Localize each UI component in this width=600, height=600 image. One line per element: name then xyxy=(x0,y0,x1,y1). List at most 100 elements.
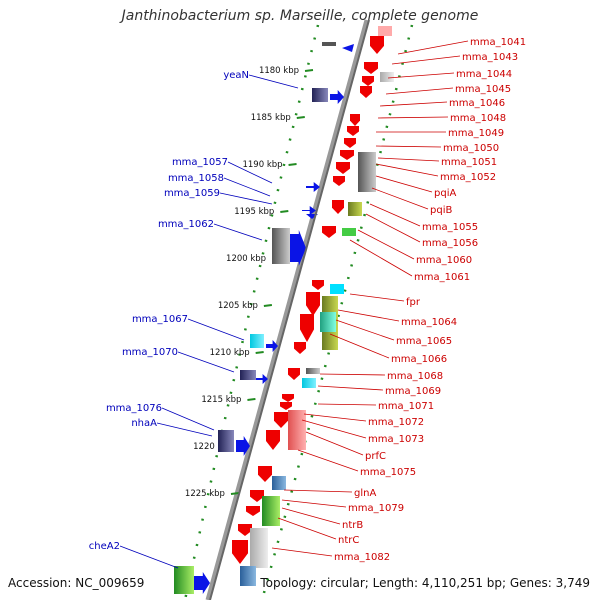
reverse-gene-box xyxy=(288,410,306,450)
forward-label-leader xyxy=(177,351,235,373)
reverse-gene-arrow xyxy=(350,114,360,126)
axis-tick-mark xyxy=(247,398,256,401)
reverse-label-leader xyxy=(283,489,353,493)
reverse-label-leader xyxy=(277,517,337,540)
reverse-label-leader xyxy=(281,507,341,525)
reverse-gene-box xyxy=(342,228,356,236)
forward-gene-arrow xyxy=(330,90,344,104)
topology-label: Topology: circular; Length: 4,110,251 bp… xyxy=(260,576,590,590)
reverse-gene-label: mma_1073 xyxy=(368,434,424,445)
reverse-gene-arrow xyxy=(344,138,356,148)
reverse-gene-label: mma_1045 xyxy=(455,84,511,95)
reverse-label-leader xyxy=(349,293,405,302)
reverse-gene-label: mma_1052 xyxy=(440,172,496,183)
reverse-label-leader xyxy=(271,547,333,557)
reverse-gene-box xyxy=(358,152,376,192)
reverse-gene-arrow xyxy=(362,76,374,86)
reverse-gene-label: mma_1051 xyxy=(441,157,497,168)
reverse-gene-label: mma_1044 xyxy=(456,69,512,80)
axis-tick-label: 1180 kbp xyxy=(259,66,299,76)
forward-gene-arrow xyxy=(342,44,354,52)
forward-gene-label: mma_1057 xyxy=(172,157,228,168)
reverse-gene-arrow xyxy=(333,176,345,186)
reverse-label-leader xyxy=(281,499,347,508)
reverse-gene-arrow xyxy=(347,126,359,136)
reverse-gene-label: prfC xyxy=(365,451,386,462)
reverse-gene-arrow xyxy=(340,150,354,160)
reverse-gene-box xyxy=(380,72,394,82)
axis-tick-label: 1210 kbp xyxy=(210,348,250,358)
forward-label-leader xyxy=(219,192,273,205)
reverse-label-leader xyxy=(317,385,384,391)
reverse-track-dots xyxy=(260,24,414,600)
reverse-label-leader xyxy=(297,449,359,472)
reverse-gene-arrow xyxy=(258,466,272,482)
forward-gene-box xyxy=(312,88,328,102)
forward-label-leader xyxy=(248,74,299,89)
reverse-label-leader xyxy=(385,87,454,95)
reverse-gene-label: mma_1072 xyxy=(368,417,424,428)
reverse-label-leader xyxy=(391,55,461,65)
axis-tick-label: 1200 kbp xyxy=(226,254,266,264)
axis-tick-mark xyxy=(280,210,289,213)
reverse-gene-label: pqiB xyxy=(430,205,452,216)
forward-gene-label: mma_1076 xyxy=(106,403,162,414)
reverse-gene-label: glnA xyxy=(354,488,376,499)
reverse-gene-label: mma_1050 xyxy=(443,143,499,154)
reverse-gene-arrow xyxy=(332,200,344,214)
forward-gene-arrow xyxy=(236,436,250,456)
reverse-gene-label: mma_1056 xyxy=(422,238,478,249)
genome-backbone xyxy=(205,19,370,600)
reverse-gene-box xyxy=(306,368,320,374)
forward-gene-label: yeaN xyxy=(223,70,249,81)
axis-tick-label: 1215 kbp xyxy=(201,395,241,405)
reverse-gene-label: fpr xyxy=(406,297,421,308)
reverse-gene-label: mma_1071 xyxy=(378,401,434,412)
reverse-label-leader xyxy=(379,101,448,107)
reverse-gene-arrow xyxy=(232,540,248,564)
reverse-gene-arrow xyxy=(288,368,300,380)
reverse-gene-label: ntrC xyxy=(338,535,359,546)
reverse-gene-arrow xyxy=(300,314,314,342)
accession-label: Accession: NC_009659 xyxy=(8,576,145,590)
reverse-gene-arrow xyxy=(274,412,288,428)
forward-gene-box xyxy=(174,566,194,594)
forward-label-leader xyxy=(119,545,179,569)
reverse-gene-arrow xyxy=(280,402,292,410)
reverse-gene-arrow xyxy=(282,394,294,402)
reverse-gene-box xyxy=(330,284,344,294)
forward-gene-arrow xyxy=(194,572,210,594)
forward-gene-label: mma_1070 xyxy=(122,347,178,358)
reverse-label-leader xyxy=(301,419,367,439)
reverse-label-leader xyxy=(397,40,469,55)
forward-gene-box xyxy=(272,228,290,264)
axis-tick-label: 1185 kbp xyxy=(251,113,291,123)
forward-label-leader xyxy=(187,318,245,341)
reverse-gene-label: mma_1043 xyxy=(462,52,518,63)
forward-gene-arrow xyxy=(306,182,320,192)
reverse-gene-box xyxy=(262,496,280,526)
genome-backbone-edge xyxy=(209,19,370,600)
reverse-gene-arrow xyxy=(312,280,324,290)
forward-label-leader xyxy=(223,177,271,197)
reverse-label-leader xyxy=(335,319,395,341)
reverse-gene-arrow xyxy=(246,506,260,516)
page-title: Janthinobacterium sp. Marseille, complet… xyxy=(121,8,479,24)
forward-gene-label: nhaA xyxy=(131,418,157,429)
reverse-label-leader xyxy=(305,431,364,456)
reverse-gene-label: mma_1075 xyxy=(360,467,416,478)
forward-gene-label: mma_1058 xyxy=(168,173,224,184)
reverse-label-leader xyxy=(349,239,413,277)
forward-label-leader xyxy=(156,422,213,437)
reverse-gene-label: mma_1060 xyxy=(416,255,472,266)
reverse-label-leader xyxy=(319,373,386,376)
reverse-label-leader xyxy=(375,163,439,177)
reverse-gene-box xyxy=(348,202,362,216)
axis-tick-mark xyxy=(296,116,305,119)
reverse-gene-label: mma_1055 xyxy=(422,222,478,233)
forward-gene-box xyxy=(240,370,256,380)
forward-gene-box xyxy=(322,42,336,46)
axis-tick-label: 1225 kbp xyxy=(185,489,225,499)
